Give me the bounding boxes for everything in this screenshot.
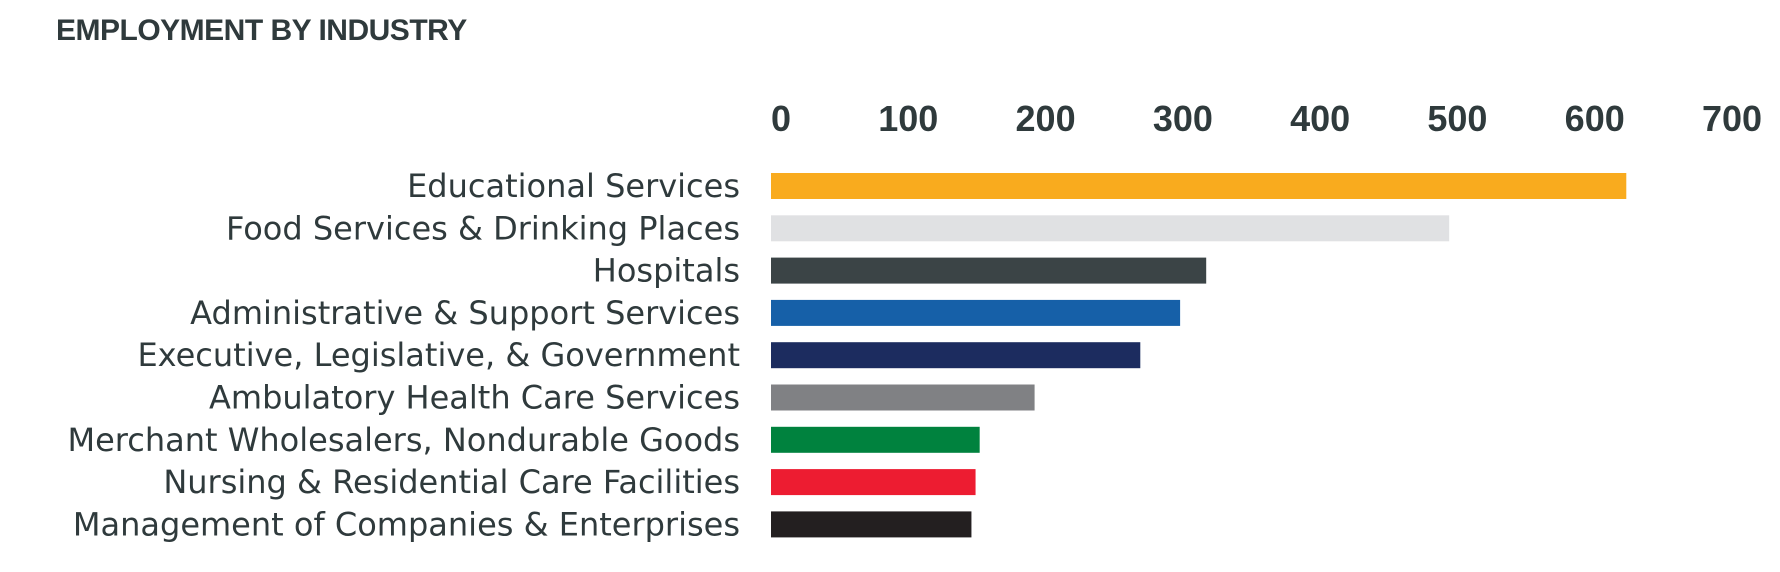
bar	[771, 215, 1450, 242]
x-tick-label: 200	[1016, 98, 1076, 139]
x-tick-label: 700	[1702, 98, 1762, 139]
category-label: Executive, Legislative, & Government	[137, 336, 740, 374]
x-axis-ticks: 0 100 200 300 400 500 600 700	[771, 98, 1762, 139]
category-label: Hospitals	[593, 252, 740, 290]
bar	[771, 257, 1207, 284]
category-label: Merchant Wholesalers, Nondurable Goods	[68, 421, 741, 459]
chart-title: EMPLOYMENT BY INDUSTRY	[56, 14, 467, 47]
category-label: Food Services & Drinking Places	[226, 209, 740, 247]
x-tick-label: 100	[878, 98, 938, 139]
category-label: Ambulatory Health Care Services	[209, 379, 740, 417]
x-tick-label: 0	[771, 98, 791, 139]
category-labels: Educational Services Food Services & Drin…	[68, 167, 741, 543]
bar	[771, 384, 1035, 411]
bar	[771, 299, 1181, 326]
bar	[771, 173, 1627, 199]
x-tick-label: 400	[1290, 98, 1350, 139]
bar	[771, 426, 980, 453]
category-label: Administrative & Support Services	[190, 294, 740, 332]
bar	[771, 511, 972, 538]
bar	[771, 342, 1141, 369]
x-tick-label: 500	[1427, 98, 1487, 139]
x-tick-label: 300	[1153, 98, 1213, 139]
category-label: Educational Services	[407, 167, 740, 205]
x-tick-label: 600	[1565, 98, 1625, 139]
bars	[771, 173, 1627, 538]
bar	[771, 469, 976, 496]
category-label: Management of Companies & Enterprises	[73, 505, 740, 543]
category-label: Nursing & Residential Care Facilities	[163, 463, 740, 501]
